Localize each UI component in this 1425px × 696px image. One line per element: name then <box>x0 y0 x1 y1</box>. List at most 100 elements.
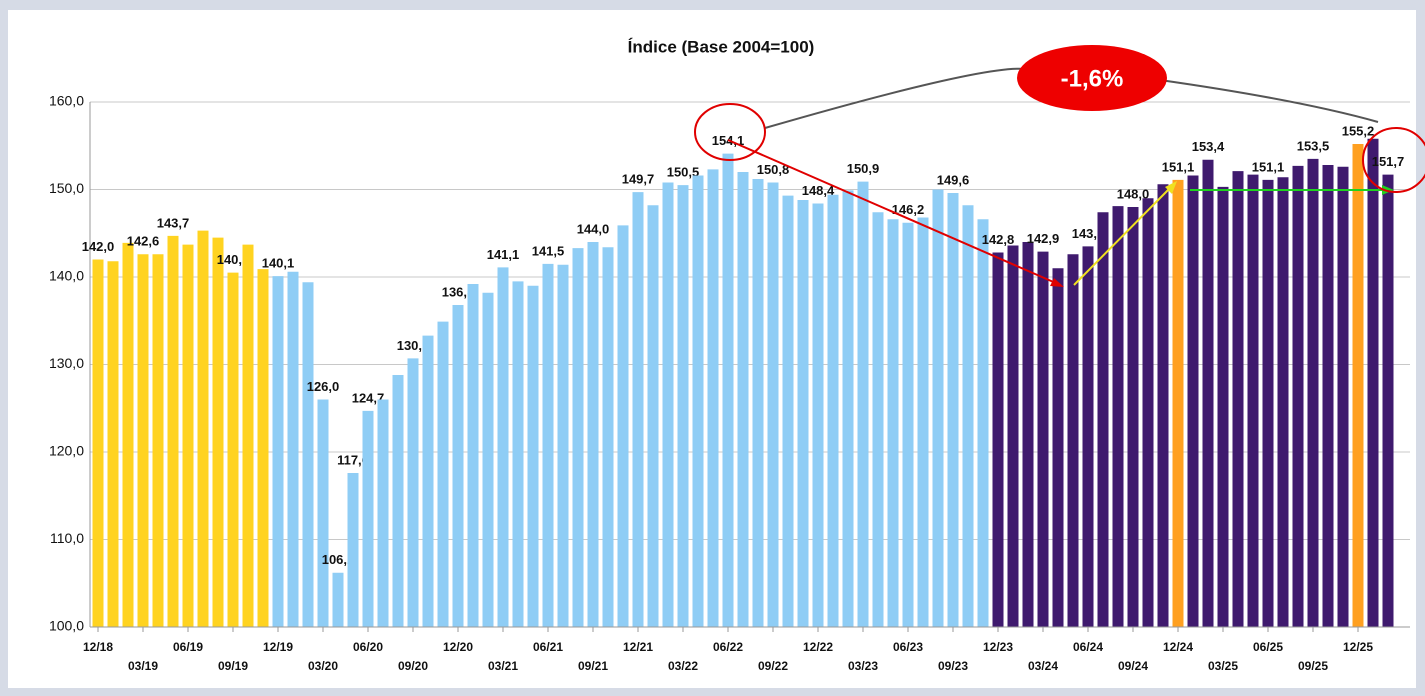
value-label: 106,2 <box>322 552 355 567</box>
bar <box>1127 207 1139 627</box>
bar <box>872 212 884 627</box>
bar <box>1187 175 1199 627</box>
bar <box>1337 166 1349 627</box>
x-tick-label: 12/22 <box>803 640 833 654</box>
badge-text: -1,6% <box>1061 65 1124 92</box>
bar <box>917 217 929 627</box>
bar <box>572 248 584 627</box>
value-label: 150,5 <box>667 165 700 180</box>
bar <box>1262 179 1274 627</box>
bar <box>167 235 179 627</box>
bar <box>377 399 389 627</box>
bar <box>977 219 989 627</box>
value-label: 141,5 <box>532 243 565 258</box>
badge <box>1017 45 1167 111</box>
bar <box>677 185 689 627</box>
bar <box>962 205 974 627</box>
value-label: 117,6 <box>337 452 369 467</box>
x-tick-label: 06/25 <box>1253 640 1283 654</box>
y-tick-label: 100,0 <box>49 618 84 634</box>
y-tick-label: 150,0 <box>49 180 84 196</box>
x-tick-label: 03/19 <box>128 659 158 673</box>
bar <box>332 572 344 627</box>
bar <box>107 261 119 627</box>
bar <box>602 247 614 627</box>
bar <box>422 335 434 627</box>
value-label: 148,4 <box>802 183 835 198</box>
x-tick-label: 09/21 <box>578 659 608 673</box>
value-label: 153,5 <box>1297 138 1330 153</box>
arrowhead <box>1382 185 1394 195</box>
bar <box>1157 184 1169 627</box>
x-tick-label: 12/21 <box>623 640 653 654</box>
highlight-circle <box>1362 127 1425 193</box>
bar <box>812 203 824 627</box>
annotations: -1,6% <box>694 45 1425 287</box>
value-label: 140,5 <box>217 252 250 267</box>
bar <box>287 271 299 627</box>
bar <box>512 281 524 627</box>
arrow-red <box>727 139 1059 285</box>
bar <box>1037 251 1049 627</box>
x-tick-label: 09/22 <box>758 659 788 673</box>
value-label: 142,6 <box>127 234 160 249</box>
x-tick-label: 03/20 <box>308 659 338 673</box>
bar <box>947 193 959 627</box>
x-tick-label: 09/23 <box>938 659 968 673</box>
x-tick-label: 09/20 <box>398 659 428 673</box>
chart-title: Índice (Base 2004=100) <box>628 37 815 56</box>
bar <box>1172 179 1184 627</box>
x-tick-label: 06/22 <box>713 640 743 654</box>
plot: 100,0 110,0 120,0 130,0 140,0 150,0 160,0 12/18… <box>49 93 1410 673</box>
arrowhead <box>1050 278 1064 287</box>
x-tick-label: 12/18 <box>83 640 113 654</box>
x-tick-label: 06/24 <box>1073 640 1103 654</box>
bar <box>452 305 464 627</box>
y-tick-label: 140,0 <box>49 268 84 284</box>
bar <box>302 282 314 627</box>
bar <box>752 179 764 627</box>
value-label: 142,9 <box>1027 231 1060 246</box>
bar <box>797 200 809 627</box>
value-label: 130,7 <box>397 338 430 353</box>
bar <box>722 153 734 627</box>
x-tick-label: 09/19 <box>218 659 248 673</box>
value-label: 143,7 <box>157 215 190 230</box>
value-label: 124,7 <box>352 390 385 405</box>
x-tick-label: 03/24 <box>1028 659 1058 673</box>
bar <box>182 244 194 627</box>
x-tick-label: 12/19 <box>263 640 293 654</box>
bar <box>1352 144 1364 627</box>
bar <box>1097 212 1109 627</box>
bar <box>152 254 164 627</box>
bar <box>1142 198 1154 627</box>
bar <box>527 285 539 627</box>
value-label: 150,9 <box>847 161 880 176</box>
x-tick-label: 03/22 <box>668 659 698 673</box>
value-label: 151,7 <box>1372 154 1405 169</box>
bar <box>1292 165 1304 627</box>
x-tick-label: 09/25 <box>1298 659 1328 673</box>
bar <box>887 219 899 627</box>
bar <box>842 190 854 627</box>
bar <box>1112 206 1124 627</box>
bar <box>1022 242 1034 627</box>
bar <box>1382 174 1394 627</box>
bar <box>692 175 704 627</box>
bar <box>137 254 149 627</box>
bar <box>737 172 749 627</box>
y-tick-label: 130,0 <box>49 355 84 371</box>
bar <box>932 189 944 627</box>
bar <box>212 237 224 627</box>
y-tick-label: 110,0 <box>50 530 84 546</box>
bar <box>1232 171 1244 627</box>
y-tick-label: 160,0 <box>49 93 84 109</box>
bar <box>1007 245 1019 627</box>
x-tick-label: 03/23 <box>848 659 878 673</box>
bar <box>1067 254 1079 627</box>
value-label: 136,8 <box>442 284 475 299</box>
bar <box>1082 246 1094 627</box>
x-tick-label: 06/19 <box>173 640 203 654</box>
